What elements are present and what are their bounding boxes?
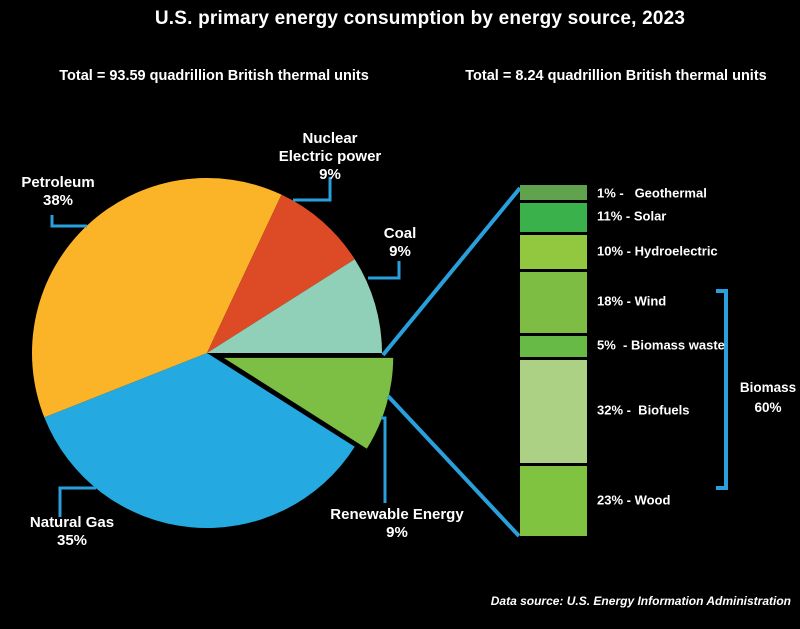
bar-label-geothermal: 1% - Geothermal: [597, 185, 707, 200]
bar-segment-wood: [520, 463, 587, 536]
biomass-bracket: [716, 289, 728, 490]
petroleum-label: Petroleum 38%: [21, 174, 95, 209]
bar-segment-biomass-waste: [520, 333, 587, 357]
bar-label-hydroelectric: 10% - Hydroelectric: [597, 243, 718, 258]
nuclear-callout-line: [293, 177, 332, 202]
bar-segment-solar: [520, 200, 587, 232]
petroleum-callout-line: [50, 215, 87, 228]
coal-callout-line: [368, 261, 401, 280]
renewable-energy-label: Renewable Energy 9%: [330, 506, 464, 541]
pie-slice-nuclear-electric-power: [207, 194, 355, 353]
renewable-stacked-bar: [520, 185, 587, 536]
coal-label: Coal 9%: [383, 225, 417, 260]
pie-chart: [32, 178, 396, 528]
bar-label-wood: 23% - Wood: [597, 492, 671, 507]
bar-label-wind: 18% - Wind: [597, 293, 667, 309]
bar-segment-hydroelectric: [520, 232, 587, 269]
bar-label-biomass-waste: 5% - Biomass waste: [597, 337, 725, 353]
biomass-group-label: Biomass 60%: [739, 380, 797, 415]
nuclear-label: Nuclear Electric power 9%: [278, 130, 382, 183]
bar-segment-biofuels: [520, 357, 587, 463]
natural-gas-label: Natural Gas 35%: [29, 514, 115, 549]
bar-segment-wind: [520, 269, 587, 333]
pie-to-bar-connector-bottom: [386, 394, 521, 538]
natural-gas-callout-line: [58, 486, 96, 517]
bar-segment-geothermal: [520, 185, 587, 200]
pie-slice-coal: [207, 259, 382, 353]
data-source-note: Data source: U.S. Energy Information Adm…: [490, 594, 791, 608]
bar-total-subtitle: Total = 8.24 quadrillion British thermal…: [465, 68, 767, 84]
bar-label-biofuels: 32% - Biofuels: [597, 402, 690, 418]
bar-label-solar: 11% - Solar: [597, 208, 667, 224]
pie-slice-natural-gas: [44, 353, 355, 528]
renewable-callout-line: [381, 416, 387, 503]
chart-title: U.S. primary energy consumption by energ…: [154, 8, 686, 29]
pie-to-bar-connector-top: [381, 186, 522, 357]
pie-slice-renewable-energy: [215, 355, 396, 453]
pie-total-subtitle: Total = 93.59 quadrillion British therma…: [59, 68, 369, 84]
pie-slice-petroleum: [32, 178, 282, 418]
